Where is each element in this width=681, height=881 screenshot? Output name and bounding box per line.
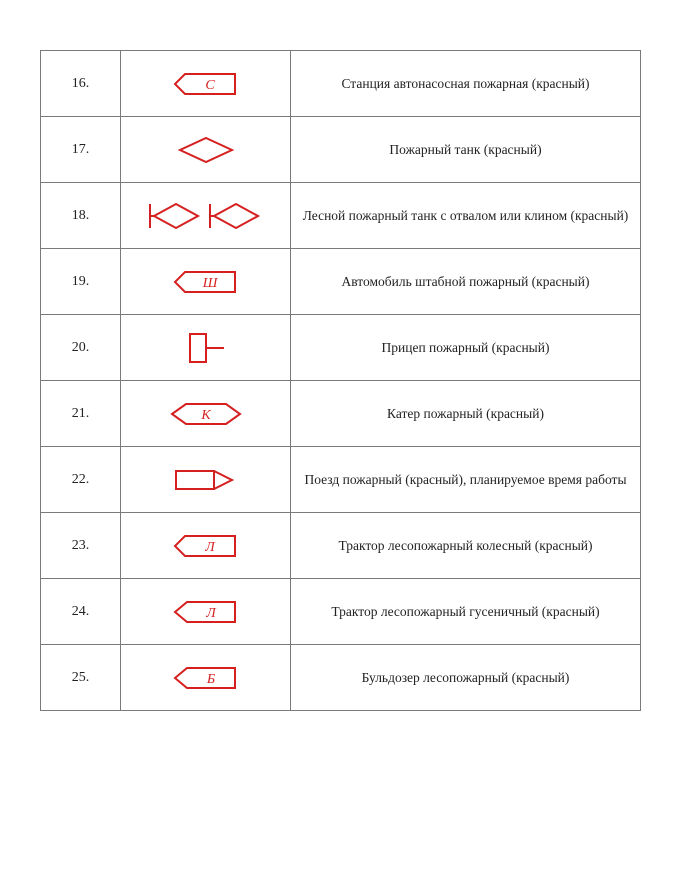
row-description: Катер пожарный (красный) bbox=[291, 381, 641, 447]
pentagon-letter-icon: С bbox=[121, 70, 290, 98]
pentagon-letter-icon: Л bbox=[121, 532, 290, 560]
row-description: Автомобиль штабной пожарный (красный) bbox=[291, 249, 641, 315]
row-description: Пожарный танк (красный) bbox=[291, 117, 641, 183]
row-description: Поезд пожарный (красный), планируемое вр… bbox=[291, 447, 641, 513]
row-description: Трактор лесопожарный гусеничный (красный… bbox=[291, 579, 641, 645]
row-description: Прицеп пожарный (красный) bbox=[291, 315, 641, 381]
row-number: 25. bbox=[41, 645, 121, 711]
row-number: 23. bbox=[41, 513, 121, 579]
symbol-cell: Л bbox=[121, 579, 291, 645]
symbol-cell: С bbox=[121, 51, 291, 117]
table-row: 22. Поезд пожарный (красный), планируемое… bbox=[41, 447, 641, 513]
row-description: Трактор лесопожарный колесный (красный) bbox=[291, 513, 641, 579]
pentagon-letter-icon: Ш bbox=[121, 268, 290, 296]
table-row: 21. К Катер пожарный (красный) bbox=[41, 381, 641, 447]
row-number: 21. bbox=[41, 381, 121, 447]
svg-text:Б: Б bbox=[205, 672, 214, 687]
table-row: 16. С Станция автонасосная пожарная (красн… bbox=[41, 51, 641, 117]
table-row: 23. Л Трактор лесопожарный колесный (красн… bbox=[41, 513, 641, 579]
row-number: 18. bbox=[41, 183, 121, 249]
pentagon-point-letter-icon: Б bbox=[121, 664, 290, 692]
symbol-cell: Б bbox=[121, 645, 291, 711]
symbol-cell: Л bbox=[121, 513, 291, 579]
row-number: 22. bbox=[41, 447, 121, 513]
row-description: Бульдозер лесопожарный (красный) bbox=[291, 645, 641, 711]
diamond-icon bbox=[121, 135, 290, 165]
row-number: 17. bbox=[41, 117, 121, 183]
table-row: 19. Ш Автомобиль штабной пожарный (красный… bbox=[41, 249, 641, 315]
table-row: 18. Лесной пожарный танк с отвалом или кл… bbox=[41, 183, 641, 249]
symbol-cell: Ш bbox=[121, 249, 291, 315]
pentagon-point-letter-icon: Л bbox=[121, 598, 290, 626]
svg-text:Л: Л bbox=[205, 606, 217, 621]
diamond-blade-pair-icon bbox=[121, 199, 290, 233]
symbol-legend-table: 16. С Станция автонасосная пожарная (красн… bbox=[40, 50, 641, 711]
row-number: 19. bbox=[41, 249, 121, 315]
table-row: 17. Пожарный танк (красный) bbox=[41, 117, 641, 183]
symbol-cell bbox=[121, 183, 291, 249]
row-number: 20. bbox=[41, 315, 121, 381]
row-description: Станция автонасосная пожарная (красный) bbox=[291, 51, 641, 117]
symbol-cell bbox=[121, 315, 291, 381]
train-icon bbox=[121, 465, 290, 495]
svg-text:Л: Л bbox=[204, 540, 216, 555]
hex-letter-icon: К bbox=[121, 400, 290, 428]
table-row: 20. Прицеп пожарный (красный) bbox=[41, 315, 641, 381]
svg-text:С: С bbox=[205, 78, 215, 93]
trailer-icon bbox=[121, 330, 290, 366]
symbol-cell bbox=[121, 117, 291, 183]
table-row: 25. Б Бульдозер лесопожарный (красный) bbox=[41, 645, 641, 711]
row-number: 24. bbox=[41, 579, 121, 645]
svg-text:К: К bbox=[200, 408, 211, 423]
row-description: Лесной пожарный танк с отвалом или клино… bbox=[291, 183, 641, 249]
table-row: 24. Л Трактор лесопожарный гусеничный (кра… bbox=[41, 579, 641, 645]
symbol-cell: К bbox=[121, 381, 291, 447]
row-number: 16. bbox=[41, 51, 121, 117]
symbol-cell bbox=[121, 447, 291, 513]
svg-text:Ш: Ш bbox=[201, 276, 218, 291]
